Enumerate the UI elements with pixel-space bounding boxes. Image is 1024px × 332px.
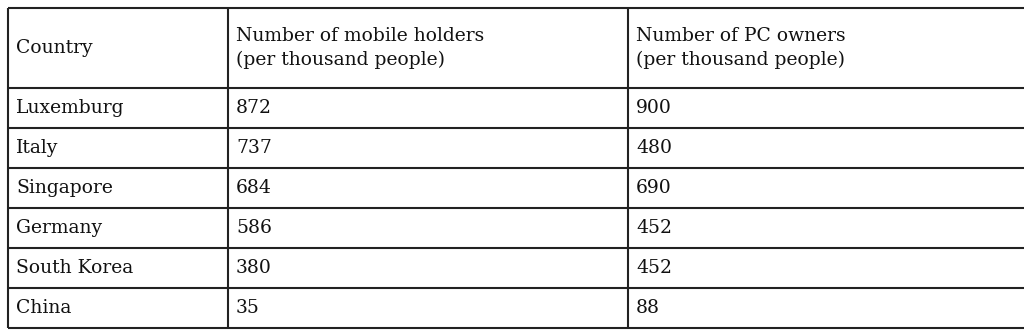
Text: South Korea: South Korea: [16, 259, 133, 277]
Text: 737: 737: [236, 139, 272, 157]
Text: 452: 452: [636, 259, 672, 277]
Text: Number of mobile holders
(per thousand people): Number of mobile holders (per thousand p…: [236, 27, 484, 69]
Text: China: China: [16, 299, 72, 317]
Text: Luxemburg: Luxemburg: [16, 99, 125, 117]
Text: Number of PC owners
(per thousand people): Number of PC owners (per thousand people…: [636, 27, 846, 69]
Text: 380: 380: [236, 259, 272, 277]
Text: Country: Country: [16, 39, 92, 57]
Text: 35: 35: [236, 299, 260, 317]
Text: 900: 900: [636, 99, 672, 117]
Text: 872: 872: [236, 99, 272, 117]
Text: Singapore: Singapore: [16, 179, 113, 197]
Text: Italy: Italy: [16, 139, 58, 157]
Text: 586: 586: [236, 219, 272, 237]
Text: 88: 88: [636, 299, 660, 317]
Text: Germany: Germany: [16, 219, 102, 237]
Text: 684: 684: [236, 179, 272, 197]
Text: 480: 480: [636, 139, 672, 157]
Text: 690: 690: [636, 179, 672, 197]
Text: 452: 452: [636, 219, 672, 237]
